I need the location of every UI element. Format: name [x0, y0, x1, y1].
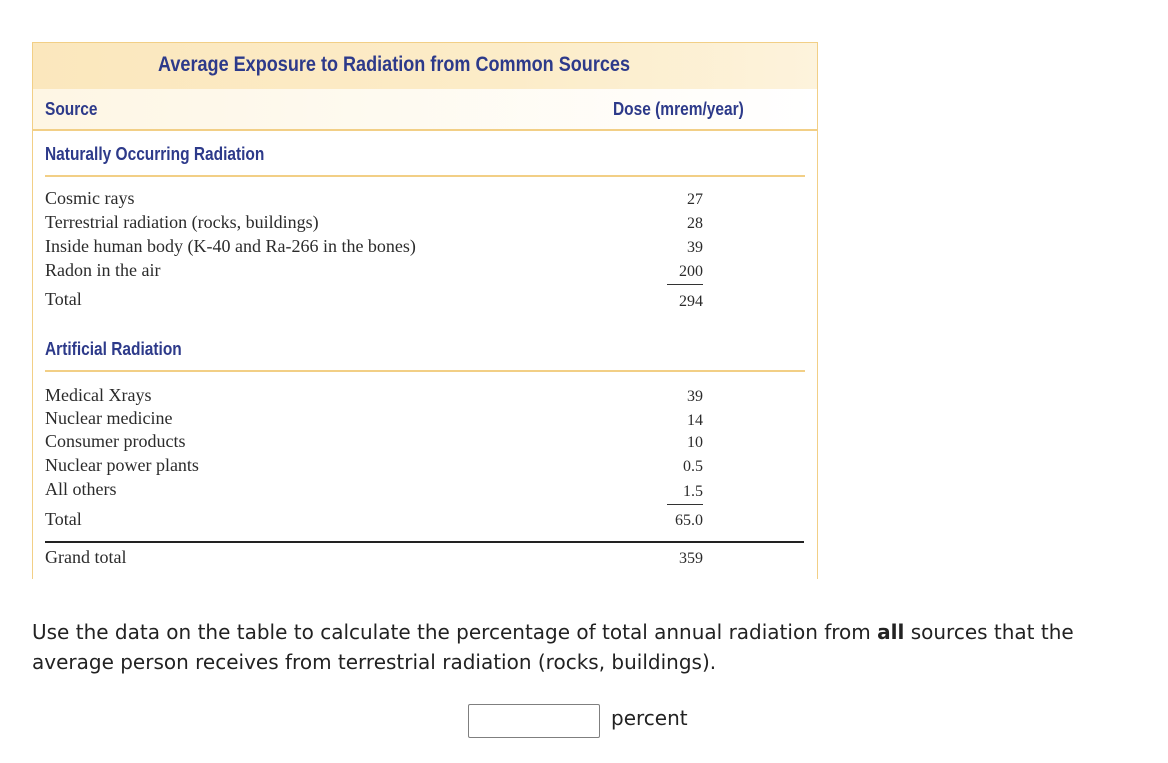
- radiation-table: Average Exposure to Radiation from Commo…: [32, 42, 818, 579]
- table-title-band: [33, 43, 817, 89]
- grand-total-value: 359: [679, 550, 703, 567]
- artificial-total-label: Total: [45, 509, 82, 529]
- artificial-row-value: 0.5: [683, 458, 703, 475]
- natural-row-label: Inside human body (K-40 and Ra-266 in th…: [45, 236, 416, 256]
- column-header-source: Source: [45, 99, 98, 119]
- percent-unit-label: percent: [611, 706, 688, 730]
- percent-answer-input[interactable]: [468, 704, 600, 738]
- question-text-part1: Use the data on the table to calculate t…: [32, 620, 878, 644]
- artificial-row-value: 1.5: [683, 483, 703, 500]
- artificial-row-label: Consumer products: [45, 431, 186, 451]
- natural-row-value: 28: [687, 215, 703, 232]
- grand-total-label: Grand total: [45, 547, 127, 567]
- question-emphasis: all: [877, 620, 905, 644]
- artificial-row-label: All others: [45, 479, 117, 499]
- artificial-row-label: Nuclear medicine: [45, 408, 173, 428]
- artificial-row-value: 10: [687, 434, 703, 451]
- natural-row-label: Cosmic rays: [45, 188, 135, 208]
- natural-row-label: Radon in the air: [45, 260, 161, 280]
- natural-row-label: Terrestrial radiation (rocks, buildings): [45, 212, 319, 232]
- table-header-band: [33, 89, 817, 129]
- natural-row-value: 200: [679, 263, 703, 280]
- artificial-total-value: 65.0: [675, 512, 703, 529]
- section-divider-artificial: [45, 370, 805, 372]
- grand-total-divider: [45, 541, 804, 543]
- table-title: Average Exposure to Radiation from Commo…: [158, 53, 631, 76]
- natural-row-value: 27: [687, 191, 703, 208]
- section-divider-natural: [45, 175, 805, 177]
- artificial-row-label: Medical Xrays: [45, 385, 152, 405]
- artificial-sum-rule: [667, 504, 703, 505]
- question-text-part2: sources that the average person receives…: [32, 620, 1074, 674]
- natural-row-value: 39: [687, 239, 703, 256]
- header-divider: [33, 129, 817, 131]
- natural-total-label: Total: [45, 289, 82, 309]
- natural-sum-rule: [667, 284, 703, 285]
- artificial-row-label: Nuclear power plants: [45, 455, 199, 475]
- section-heading-natural: Naturally Occurring Radiation: [45, 144, 265, 164]
- column-header-dose: Dose (mrem/year): [613, 99, 744, 119]
- question-text: Use the data on the table to calculate t…: [32, 617, 1142, 677]
- section-heading-artificial: Artificial Radiation: [45, 339, 182, 359]
- artificial-row-value: 39: [687, 388, 703, 405]
- artificial-row-value: 14: [687, 412, 703, 429]
- natural-total-value: 294: [679, 293, 703, 310]
